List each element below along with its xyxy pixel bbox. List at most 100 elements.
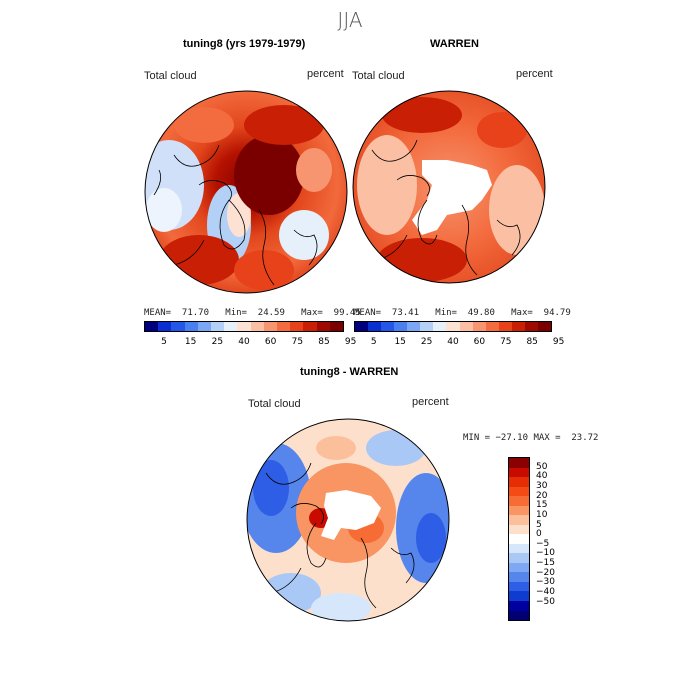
colorbar-difference-ticks: 50 40 30 20 15 10 5 0 −5 −10 −15 −20 −30 −40 −50	[536, 457, 566, 621]
colorbar-swatch	[509, 562, 529, 573]
colorbar-tick-label: 20	[536, 490, 548, 501]
colorbar-swatch	[524, 322, 538, 331]
colorbar-swatch	[509, 486, 529, 497]
colorbar-swatch	[509, 477, 529, 487]
colorbar-swatch	[316, 322, 330, 331]
panel-2-units-label: percent	[516, 68, 553, 80]
colorbar-swatch	[355, 322, 369, 331]
colorbar-tick-label: 5	[536, 519, 542, 530]
colorbar-swatch	[433, 322, 447, 331]
diff-minmax: MIN = −27.10 MAX = 23.72	[463, 433, 599, 443]
colorbar-tick-label: 0	[536, 529, 542, 540]
colorbar-swatch	[290, 322, 304, 331]
colorbar-tick-label: −10	[536, 548, 555, 559]
map-difference	[246, 418, 450, 622]
colorbar-tick-label: 10	[536, 509, 548, 520]
colorbar-swatch	[537, 322, 551, 331]
colorbar-swatch	[509, 534, 529, 544]
colorbar-swatch	[509, 515, 529, 525]
colorbar-swatch	[394, 322, 408, 331]
panel-1-stats: MEAN= 71.70 Min= 24.59 Max= 99.45	[144, 308, 361, 318]
colorbar-swatch	[509, 543, 529, 554]
panel-1-title: tuning8 (yrs 1979-1979)	[183, 38, 306, 50]
colorbar-swatch	[509, 496, 529, 506]
colorbar-swatch	[509, 505, 529, 516]
colorbar-tick-label: −50	[536, 596, 555, 607]
colorbar-panel-1-ticks: 5 15 25 40 60 75 85 95	[144, 337, 356, 349]
colorbar-swatch	[329, 322, 344, 331]
colorbar-panel-2	[354, 321, 552, 332]
colorbar-panel-1	[144, 321, 344, 332]
panel-2-title: WARREN	[430, 38, 479, 50]
colorbar-swatch	[407, 322, 421, 331]
colorbar-tick-label: 85	[526, 337, 538, 347]
colorbar-swatch	[184, 322, 198, 331]
colorbar-swatch	[250, 322, 264, 331]
colorbar-swatch	[472, 322, 486, 331]
colorbar-swatch	[498, 322, 512, 331]
panel-2-variable-label: Total cloud	[352, 70, 405, 82]
panel-1-units-label: percent	[307, 68, 344, 80]
colorbar-tick-label: 60	[473, 337, 486, 347]
colorbar-tick-label: 15	[394, 337, 406, 347]
colorbar-swatch	[303, 322, 317, 331]
colorbar-swatch	[211, 322, 225, 331]
colorbar-tick-label: 40	[536, 471, 548, 482]
season-title: JJA	[337, 8, 363, 32]
colorbar-tick-label: 75	[500, 337, 512, 347]
colorbar-tick-label: 5	[370, 337, 377, 347]
colorbar-tick-label: 95	[344, 337, 357, 347]
colorbar-tick-label: 25	[211, 337, 224, 347]
colorbar-swatch	[509, 458, 529, 468]
diff-units-label: percent	[412, 396, 449, 408]
panel-1-variable-label: Total cloud	[144, 70, 197, 82]
panel-2-stats: MEAN= 73.41 Min= 49.80 Max= 94.79	[354, 308, 571, 318]
colorbar-swatch	[459, 322, 473, 331]
colorbar-swatch	[509, 572, 529, 582]
colorbar-tick-label: 40	[447, 337, 459, 347]
colorbar-swatch	[509, 524, 529, 535]
colorbar-tick-label: 95	[552, 337, 565, 347]
colorbar-tick-label: 85	[318, 337, 330, 347]
colorbar-swatch	[485, 322, 499, 331]
colorbar-swatch	[509, 591, 529, 601]
colorbar-swatch	[420, 322, 434, 331]
colorbar-swatch	[509, 467, 529, 478]
colorbar-swatch	[197, 322, 212, 331]
map-panel-2	[352, 90, 546, 284]
colorbar-tick-label: 60	[264, 337, 277, 347]
colorbar-swatch	[446, 322, 460, 331]
colorbar-tick-label: 75	[291, 337, 304, 347]
diff-variable-label: Total cloud	[248, 398, 301, 410]
colorbar-swatch	[381, 322, 395, 331]
colorbar-tick-label: −20	[536, 567, 555, 578]
colorbar-swatch	[511, 322, 525, 331]
colorbar-tick-label: −30	[536, 577, 555, 588]
colorbar-tick-label: −40	[536, 587, 555, 598]
colorbar-swatch	[263, 322, 278, 331]
colorbar-tick-label: 15	[536, 500, 548, 511]
diff-title: tuning8 - WARREN	[300, 366, 399, 378]
colorbar-tick-label: 25	[420, 337, 433, 347]
colorbar-tick-label: 40	[238, 337, 250, 347]
colorbar-swatch	[171, 322, 185, 331]
colorbar-swatch	[368, 322, 382, 331]
colorbar-swatch	[277, 322, 291, 331]
colorbar-swatch	[158, 322, 172, 331]
colorbar-tick-label: 5	[161, 337, 167, 347]
colorbar-tick-label: 30	[536, 480, 548, 491]
colorbar-swatch	[509, 581, 529, 592]
colorbar-swatch	[145, 322, 159, 331]
colorbar-tick-label: −5	[536, 538, 550, 549]
map-panel-1	[144, 90, 348, 294]
colorbar-tick-label: 15	[184, 337, 197, 347]
colorbar-swatch	[224, 322, 238, 331]
colorbar-tick-label: −15	[536, 558, 555, 569]
colorbar-swatch	[237, 322, 251, 331]
colorbar-swatch	[509, 553, 529, 563]
colorbar-difference	[508, 457, 530, 621]
colorbar-tick-label: 50	[536, 461, 548, 472]
colorbar-swatch	[509, 600, 529, 611]
colorbar-swatch	[509, 610, 529, 621]
colorbar-panel-2-ticks: 5 15 25 40 60 75 85 95	[354, 337, 564, 349]
